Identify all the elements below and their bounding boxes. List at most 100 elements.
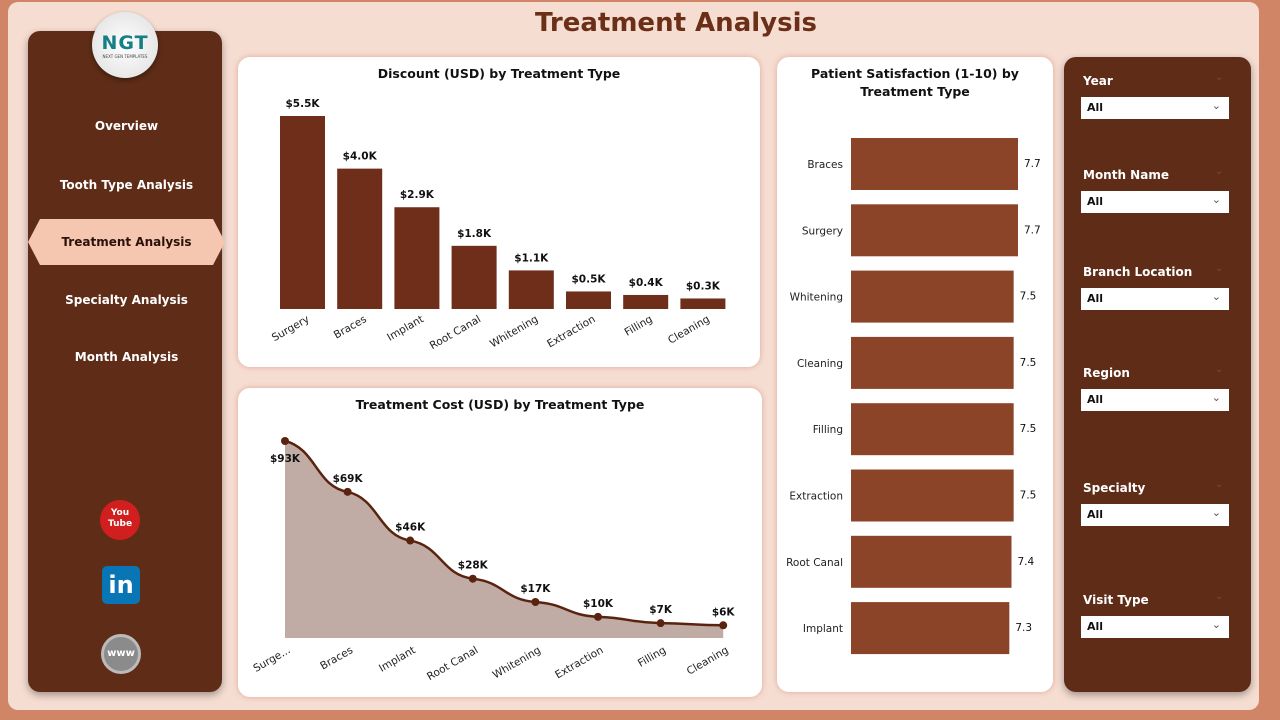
satisfaction-category-label: Filling: [813, 424, 843, 436]
filter-collapse-icon[interactable]: ⌄: [1215, 166, 1224, 177]
cost-data-label: $7K: [649, 604, 673, 616]
discount-data-label: $5.5K: [285, 98, 320, 110]
satisfaction-bar: [851, 336, 1014, 389]
page-title: Treatment Analysis: [535, 8, 817, 38]
cost-chart-title: Treatment Cost (USD) by Treatment Type: [355, 397, 645, 412]
filter-value: All: [1087, 195, 1104, 208]
cost-category-label: Braces: [318, 644, 355, 672]
satisfaction-bar: [851, 535, 1012, 588]
cost-data-label: $46K: [395, 522, 426, 534]
satisfaction-data-label: 7.4: [1017, 556, 1034, 568]
satisfaction-data-label: 7.5: [1020, 357, 1037, 369]
filter-collapse-icon[interactable]: ⌄: [1215, 364, 1224, 375]
cost-data-label: $28K: [458, 560, 489, 572]
cost-category-label: Implant: [377, 644, 418, 674]
filter-collapse-icon[interactable]: ⌄: [1215, 591, 1224, 602]
filter-collapse-icon[interactable]: ⌄: [1215, 479, 1224, 490]
linkedin-icon[interactable]: in: [102, 566, 140, 604]
discount-data-label: $0.4K: [629, 277, 664, 289]
satisfaction-category-label: Extraction: [789, 491, 843, 503]
satisfaction-category-label: Cleaning: [797, 358, 843, 370]
cost-point: [281, 437, 289, 445]
discount-bar: [680, 298, 726, 309]
cost-category-label: Filling: [636, 644, 668, 670]
chevron-down-icon: ⌄: [1211, 618, 1221, 631]
discount-category-label: Implant: [385, 313, 426, 343]
website-globe-icon[interactable]: www: [101, 634, 141, 674]
nav-overview[interactable]: Overview: [94, 119, 159, 133]
satisfaction-category-label: Surgery: [802, 225, 843, 237]
discount-category-label: Whitening: [488, 313, 540, 350]
filter-collapse-icon[interactable]: ⌄: [1215, 72, 1224, 83]
discount-category-label: Extraction: [545, 313, 597, 350]
cost-point: [406, 536, 415, 545]
cost-point: [594, 612, 602, 621]
cost-category-label: Whitening: [491, 644, 543, 681]
satisfaction-data-label: 7.7: [1024, 158, 1041, 170]
discount-category-label: Surgery: [270, 313, 312, 344]
satisfaction-chart-title: Patient Satisfaction (1-10) by Treatment…: [811, 66, 1019, 99]
filter-value: All: [1087, 292, 1104, 305]
cost-data-label: $93K: [270, 453, 301, 465]
satisfaction-data-label: 7.5: [1020, 423, 1037, 435]
discount-bar: [394, 207, 440, 309]
discount-bar: [566, 291, 611, 309]
satisfaction-category-label: Braces: [807, 159, 843, 171]
discount-category-label: Filling: [622, 313, 654, 339]
discount-chart-title: Discount (USD) by Treatment Type: [377, 66, 621, 81]
cost-category-label: Surge...: [251, 644, 292, 675]
satisfaction-bar: [851, 138, 1018, 190]
chevron-down-icon: ⌄: [1211, 506, 1221, 519]
filter-collapse-icon[interactable]: ⌄: [1215, 263, 1224, 274]
discount-bar: [451, 245, 497, 309]
discount-data-label: $1.1K: [514, 252, 549, 264]
filter-dropdown-month-name[interactable]: All ⌄: [1081, 191, 1229, 213]
discount-bar: [623, 294, 669, 309]
cost-data-label: $17K: [520, 583, 551, 595]
satisfaction-category-label: Implant: [803, 623, 843, 635]
discount-bar: [508, 270, 554, 309]
filter-value: All: [1087, 101, 1104, 114]
nav-specialty-analysis[interactable]: Specialty Analysis: [65, 293, 188, 307]
cost-category-label: Extraction: [553, 644, 605, 681]
filter-dropdown-specialty[interactable]: All ⌄: [1081, 504, 1229, 526]
discount-bar: [337, 168, 383, 309]
filter-label-year: Year: [1083, 74, 1113, 88]
chevron-down-icon: ⌄: [1211, 391, 1221, 404]
discount-category-label: Root Canal: [428, 313, 483, 352]
logo-text: NGT: [101, 32, 149, 54]
filter-label-month-name: Month Name: [1083, 168, 1169, 182]
cost-category-label: Cleaning: [685, 644, 731, 677]
cost-point: [719, 621, 728, 630]
filter-label-branch-location: Branch Location: [1083, 265, 1193, 279]
satisfaction-bar: [851, 469, 1014, 522]
chevron-down-icon: ⌄: [1211, 193, 1221, 206]
filter-dropdown-branch-location[interactable]: All ⌄: [1081, 288, 1229, 310]
nav-tooth-type-analysis[interactable]: Tooth Type Analysis: [59, 178, 194, 192]
filter-value: All: [1087, 508, 1104, 521]
nav-month-analysis[interactable]: Month Analysis: [74, 350, 179, 364]
satisfaction-bar: [851, 602, 1010, 655]
discount-data-label: $1.8K: [457, 228, 492, 240]
satisfaction-bar: [851, 270, 1014, 323]
satisfaction-bar: [851, 403, 1014, 456]
discount-bar: [280, 116, 325, 309]
cost-category-label: Root Canal: [425, 644, 480, 683]
satisfaction-bar: [851, 204, 1018, 257]
filter-dropdown-year[interactable]: All ⌄: [1081, 97, 1229, 119]
filter-dropdown-region[interactable]: All ⌄: [1081, 389, 1229, 411]
discount-data-label: $4.0K: [343, 151, 378, 163]
filter-value: All: [1087, 393, 1104, 406]
cost-point: [531, 597, 540, 606]
nav-treatment-analysis[interactable]: Treatment Analysis: [28, 219, 225, 265]
filter-label-region: Region: [1083, 366, 1130, 380]
cost-data-label: $6K: [712, 606, 736, 618]
cost-area: [285, 441, 724, 638]
cost-point: [468, 574, 477, 583]
filter-dropdown-visit-type[interactable]: All ⌄: [1081, 616, 1229, 638]
satisfaction-data-label: 7.5: [1020, 291, 1037, 303]
filter-panel: [1064, 57, 1251, 692]
youtube-icon[interactable]: You Tube: [100, 500, 140, 540]
cost-point: [656, 619, 665, 628]
